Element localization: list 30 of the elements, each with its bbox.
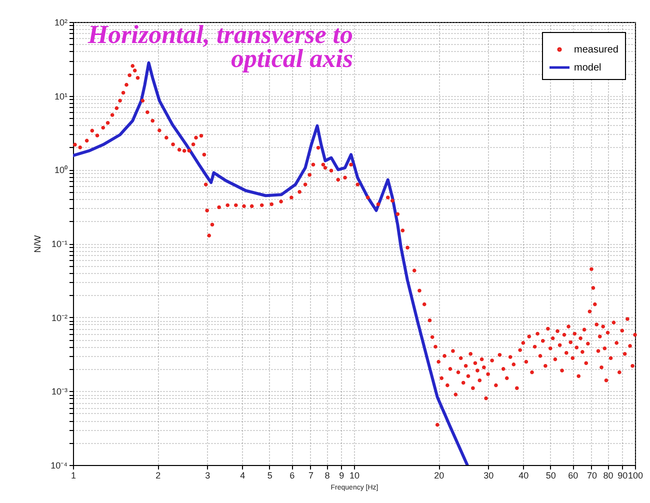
y-tick-label: 10⁰ [54,165,68,176]
x-tick-label: 10 [349,470,360,480]
x-tick-label: 4 [240,470,246,480]
y-tick-label: 10⁻² [51,312,68,323]
x-tick-label: 3 [205,470,210,480]
x-tick-label: 30 [484,470,494,480]
x-tick-label: 80 [603,470,614,480]
x-tick-label: 9 [339,470,344,480]
x-tick-label: 2 [156,470,161,480]
x-tick-label: 20 [434,470,444,480]
y-tick-label: 10⁻¹ [51,239,68,249]
x-tick-label: 40 [518,470,529,480]
legend-label: measured [574,44,618,56]
x-tick-label: 70 [586,470,597,480]
legend-label: model [574,62,602,74]
chart-title: Horizontal, transverse to optical axis [86,20,353,73]
x-tick-label: 8 [324,470,330,480]
x-tick-label: 60 [568,470,578,480]
y-axis-title: N/W [32,234,43,253]
x-tick-label: 50 [546,470,556,480]
x-tick-label: 1 [70,470,76,480]
x-tick-label: 100 [628,470,644,480]
y-tick-label: 10⁻⁴ [50,460,68,470]
y-tick-label: 10² [54,18,68,28]
y-tick-label: 10¹ [54,91,68,102]
y-tick-label: 10⁻³ [51,386,68,397]
x-tick-label: 5 [267,470,272,480]
x-tick-label: 6 [290,470,295,480]
x-tick-label: 7 [308,470,314,480]
x-tick-label: 90 [618,470,628,480]
